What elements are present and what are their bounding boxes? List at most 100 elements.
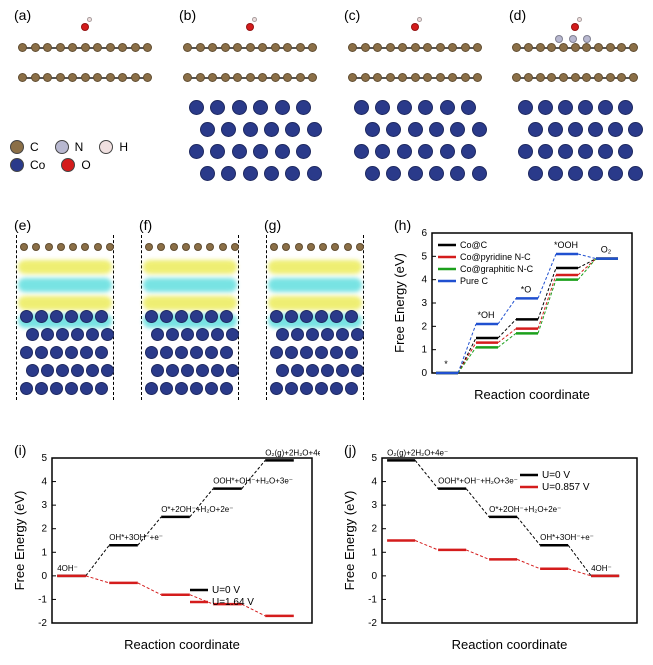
c-atom	[221, 73, 230, 82]
c-atom	[473, 73, 482, 82]
co-atom	[285, 122, 300, 137]
co-atom	[336, 328, 349, 341]
co-atom	[41, 328, 54, 341]
c-atom	[183, 43, 192, 52]
x-label-point: *	[444, 359, 448, 369]
c-atom	[308, 73, 317, 82]
co-atom	[80, 346, 93, 359]
co-atom	[588, 122, 603, 137]
c-atom	[56, 43, 65, 52]
co-atom	[270, 346, 283, 359]
legend-label: C	[30, 140, 39, 154]
c-atom	[68, 73, 77, 82]
c-atom	[283, 43, 292, 52]
c-atom	[170, 243, 178, 251]
c-atom	[536, 43, 545, 52]
step-connector	[517, 559, 540, 568]
co-atom	[628, 166, 643, 181]
co-atom	[461, 100, 476, 115]
c-atom	[31, 43, 40, 52]
co-atom	[205, 346, 218, 359]
co-atom	[243, 166, 258, 181]
co-atom	[300, 382, 313, 395]
c-atom	[45, 243, 53, 251]
c-atom	[559, 73, 568, 82]
y-tick: 5	[371, 453, 377, 464]
co-atom	[196, 328, 209, 341]
co-atom	[354, 144, 369, 159]
c-atom	[571, 73, 580, 82]
co-atom	[101, 364, 114, 377]
co-atom	[226, 328, 239, 341]
co-atom	[220, 382, 233, 395]
c-atom	[270, 243, 278, 251]
step-connector	[538, 275, 556, 329]
co-atom	[232, 100, 247, 115]
co-atom	[26, 364, 39, 377]
h-atom	[87, 17, 92, 22]
co-atom	[306, 328, 319, 341]
co-atom	[196, 364, 209, 377]
n-atom	[583, 35, 591, 43]
step-label: OOH*+OH⁻+H₂O+3e⁻	[438, 477, 518, 486]
step-connector	[466, 550, 489, 559]
co-atom	[95, 310, 108, 323]
c-atom	[182, 243, 190, 251]
co-atom	[450, 166, 465, 181]
step-connector	[568, 569, 591, 576]
co-atom	[354, 100, 369, 115]
step-connector	[538, 268, 556, 319]
co-atom	[226, 364, 239, 377]
co-atom	[440, 144, 455, 159]
step-connector	[86, 545, 109, 576]
step-label: OH*+3OH⁻+e⁻	[109, 533, 163, 542]
c-atom	[196, 73, 205, 82]
o-atom	[246, 23, 254, 31]
co-atom	[65, 346, 78, 359]
step-label: O*+2OH⁻+H₂O+2e⁻	[489, 505, 561, 514]
c-atom	[386, 43, 395, 52]
co-atom	[397, 144, 412, 159]
co-atom	[175, 346, 188, 359]
co-atom	[232, 144, 247, 159]
co-atom	[50, 310, 63, 323]
co-atom	[151, 328, 164, 341]
co-atom	[145, 346, 158, 359]
co-atom	[276, 328, 289, 341]
co-atom	[35, 382, 48, 395]
c-atom	[319, 243, 327, 251]
step-label: OOH*+OH⁻+H₂O+3e⁻	[213, 477, 293, 486]
legend-item: U=1.64 V	[212, 597, 254, 608]
co-atom	[95, 346, 108, 359]
co-atom	[181, 364, 194, 377]
c-atom	[31, 73, 40, 82]
c-atom	[18, 73, 27, 82]
c-atom	[617, 43, 626, 52]
co-atom	[300, 310, 313, 323]
co-atom	[86, 364, 99, 377]
c-atom	[246, 73, 255, 82]
legend-label: Co	[30, 158, 45, 172]
c-atom	[57, 243, 65, 251]
co-atom	[181, 328, 194, 341]
x-label: Reaction coordinate	[124, 637, 240, 652]
y-tick: 2	[421, 321, 427, 332]
c-atom	[361, 73, 370, 82]
co-atom	[175, 382, 188, 395]
y-tick: 1	[41, 547, 47, 558]
co-atom	[375, 144, 390, 159]
co-atom	[190, 346, 203, 359]
co-atom	[628, 122, 643, 137]
co-atom	[472, 122, 487, 137]
density-panel-f: (f)	[135, 215, 245, 405]
co-atom	[253, 100, 268, 115]
co-atom	[41, 364, 54, 377]
co-atom	[56, 328, 69, 341]
y-tick: 3	[41, 500, 47, 511]
c-atom	[547, 43, 556, 52]
co-atom	[365, 166, 380, 181]
co-atom	[160, 346, 173, 359]
c-atom	[131, 43, 140, 52]
c-atom	[571, 43, 580, 52]
co-atom	[307, 166, 322, 181]
